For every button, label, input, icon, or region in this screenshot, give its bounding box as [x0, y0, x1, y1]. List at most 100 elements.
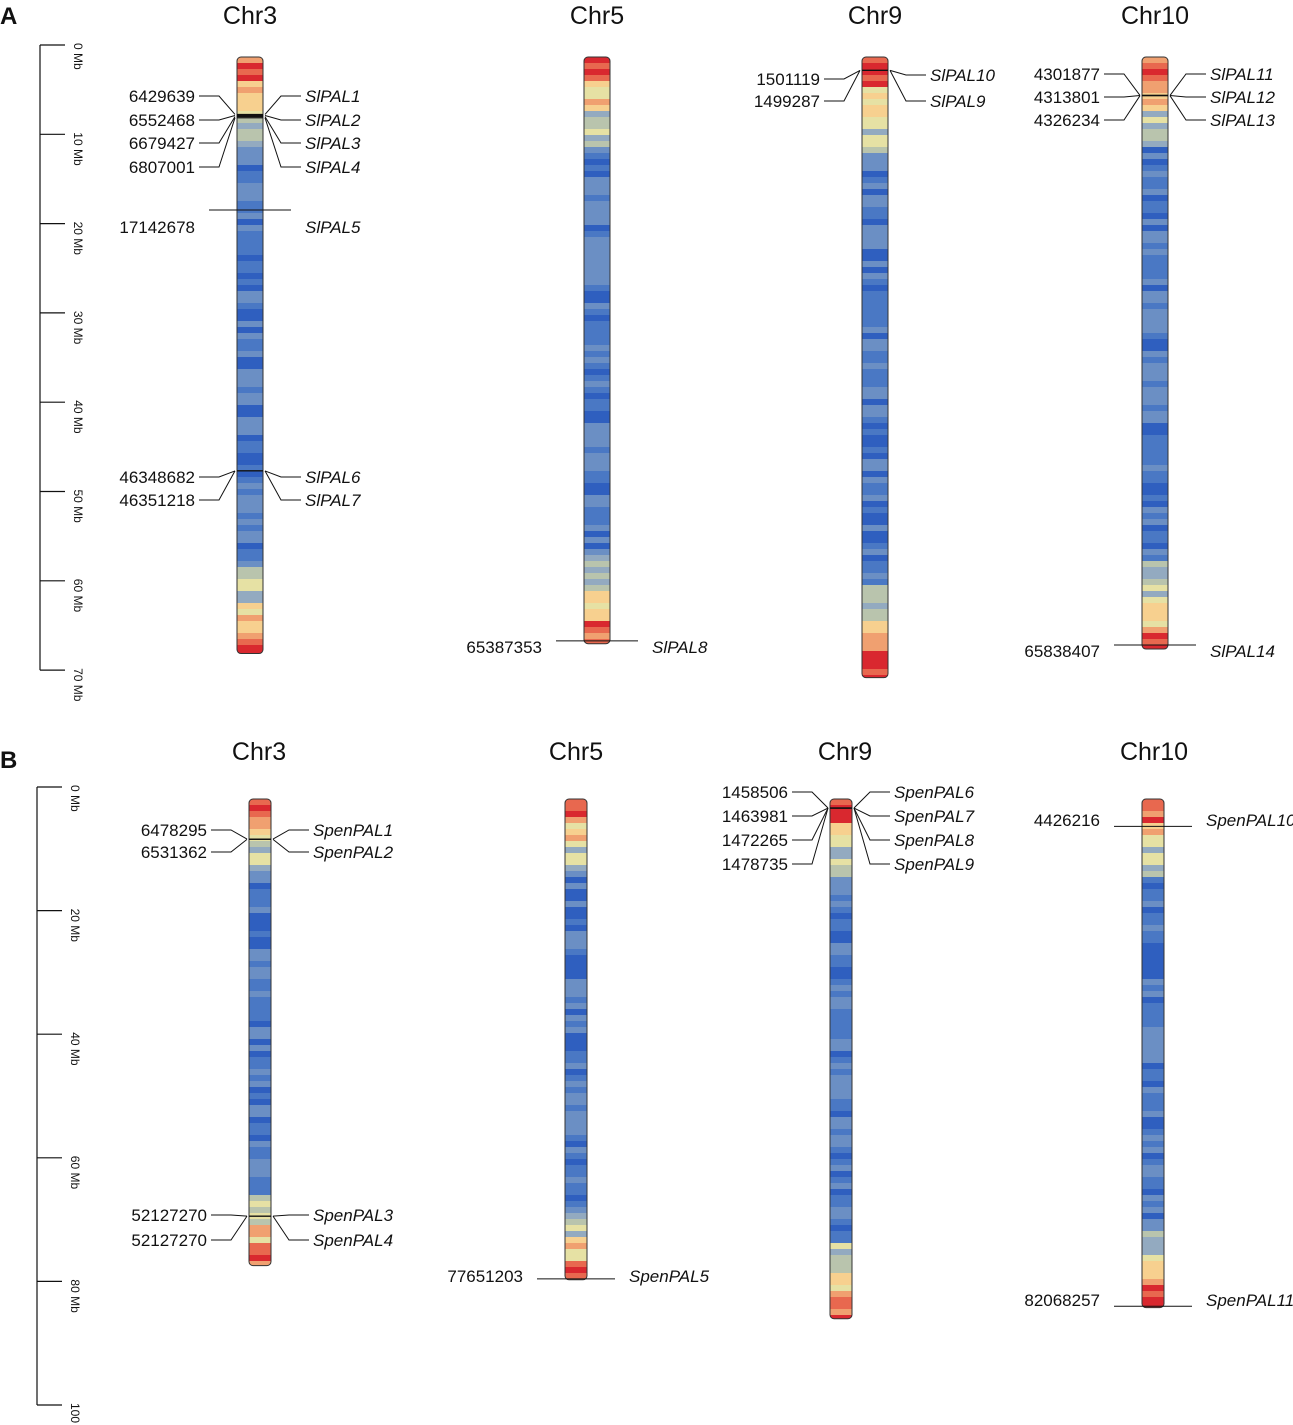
density-band: [237, 351, 263, 358]
density-band: [584, 387, 610, 394]
gene-leader-line: [272, 838, 309, 853]
density-band: [237, 621, 263, 628]
density-band: [1142, 1057, 1164, 1064]
density-band: [249, 805, 271, 812]
density-band: [862, 69, 888, 76]
density-band: [862, 591, 888, 598]
density-band: [584, 375, 610, 382]
density-band: [862, 297, 888, 304]
density-band: [862, 261, 888, 268]
density-band: [1142, 363, 1168, 370]
density-band: [249, 991, 271, 998]
density-band: [237, 603, 263, 610]
density-band: [1142, 811, 1164, 818]
density-band: [237, 309, 263, 316]
density-band: [237, 333, 263, 340]
density-band: [584, 201, 610, 208]
gene-name-label: SlPAL8: [652, 638, 708, 657]
density-band: [237, 645, 263, 652]
density-band: [1142, 81, 1168, 88]
density-band: [237, 81, 263, 88]
density-band: [862, 549, 888, 556]
density-band: [862, 417, 888, 424]
density-band: [584, 165, 610, 172]
density-band: [584, 507, 610, 514]
density-band: [830, 1033, 852, 1040]
density-band: [830, 1261, 852, 1268]
position-leader-line: [199, 470, 236, 478]
density-band: [1142, 105, 1168, 112]
density-band: [862, 453, 888, 460]
density-band: [1142, 853, 1164, 860]
density-band: [237, 243, 263, 250]
density-band: [237, 567, 263, 574]
gene-position-label: 1478735: [722, 855, 788, 874]
panel-b-chromosome-chr10: Chr10 4426216 SpenPAL10 82068257 SpenPAL11: [1024, 738, 1293, 1310]
density-band: [1142, 261, 1168, 268]
density-band: [1142, 1093, 1164, 1100]
density-band: [1142, 1153, 1164, 1160]
density-band: [565, 1177, 587, 1184]
gene-leader-line: [264, 115, 301, 121]
density-band: [862, 345, 888, 352]
density-band: [830, 835, 852, 842]
gene-name-label: SlPAL11: [1210, 65, 1274, 84]
density-band: [237, 549, 263, 556]
density-band: [862, 291, 888, 298]
density-band: [249, 895, 271, 902]
density-band: [1142, 411, 1168, 418]
density-band: [237, 249, 263, 256]
density-band: [1142, 339, 1168, 346]
density-band: [1142, 639, 1168, 646]
density-band: [1142, 171, 1168, 178]
gene-position-label: 17142678: [119, 218, 195, 237]
density-band: [862, 609, 888, 616]
position-leader-line: [792, 807, 829, 817]
density-band: [249, 1081, 271, 1088]
density-band: [1142, 393, 1168, 400]
density-band: [584, 315, 610, 322]
density-band: [1142, 1189, 1164, 1196]
density-band: [584, 219, 610, 226]
density-band: [237, 555, 263, 562]
density-band: [862, 81, 888, 88]
density-band: [830, 1129, 852, 1136]
density-band: [565, 955, 587, 962]
density-band: [862, 63, 888, 70]
density-band: [249, 1111, 271, 1118]
density-band: [249, 1129, 271, 1136]
density-band: [249, 1207, 271, 1214]
density-band: [249, 841, 271, 848]
density-band: [237, 639, 263, 646]
density-band: [830, 1141, 852, 1148]
density-band: [584, 555, 610, 562]
density-band: [830, 1171, 852, 1178]
density-band: [584, 447, 610, 454]
density-band: [1142, 1069, 1164, 1076]
density-band: [565, 973, 587, 980]
density-band: [830, 895, 852, 902]
gene-name-label: SpenPAL2: [313, 843, 394, 862]
gene-position-label: 6552468: [129, 111, 195, 130]
density-band: [237, 609, 263, 616]
density-band: [237, 651, 263, 654]
gene-name-label: SpenPAL4: [313, 1231, 393, 1250]
density-band: [565, 871, 587, 878]
density-band: [862, 75, 888, 82]
density-band: [249, 835, 271, 842]
density-band: [862, 387, 888, 394]
density-band: [830, 1075, 852, 1082]
density-band: [1142, 417, 1168, 424]
density-band: [584, 111, 610, 118]
density-band: [249, 1141, 271, 1148]
density-band: [565, 1273, 587, 1280]
gene-position-label: 1463981: [722, 807, 788, 826]
panel-a-scale-bar: 0 Mb 10 Mb 20 Mb 30 Mb 40 Mb 50 Mb 60 Mb 70 Mb: [39, 43, 85, 702]
density-band: [249, 1249, 271, 1256]
density-band: [565, 1171, 587, 1178]
density-band: [862, 369, 888, 376]
density-band: [1142, 895, 1164, 902]
density-band: [584, 243, 610, 250]
density-band: [862, 207, 888, 214]
scale-tick-label: 80 Mb: [68, 1279, 82, 1313]
